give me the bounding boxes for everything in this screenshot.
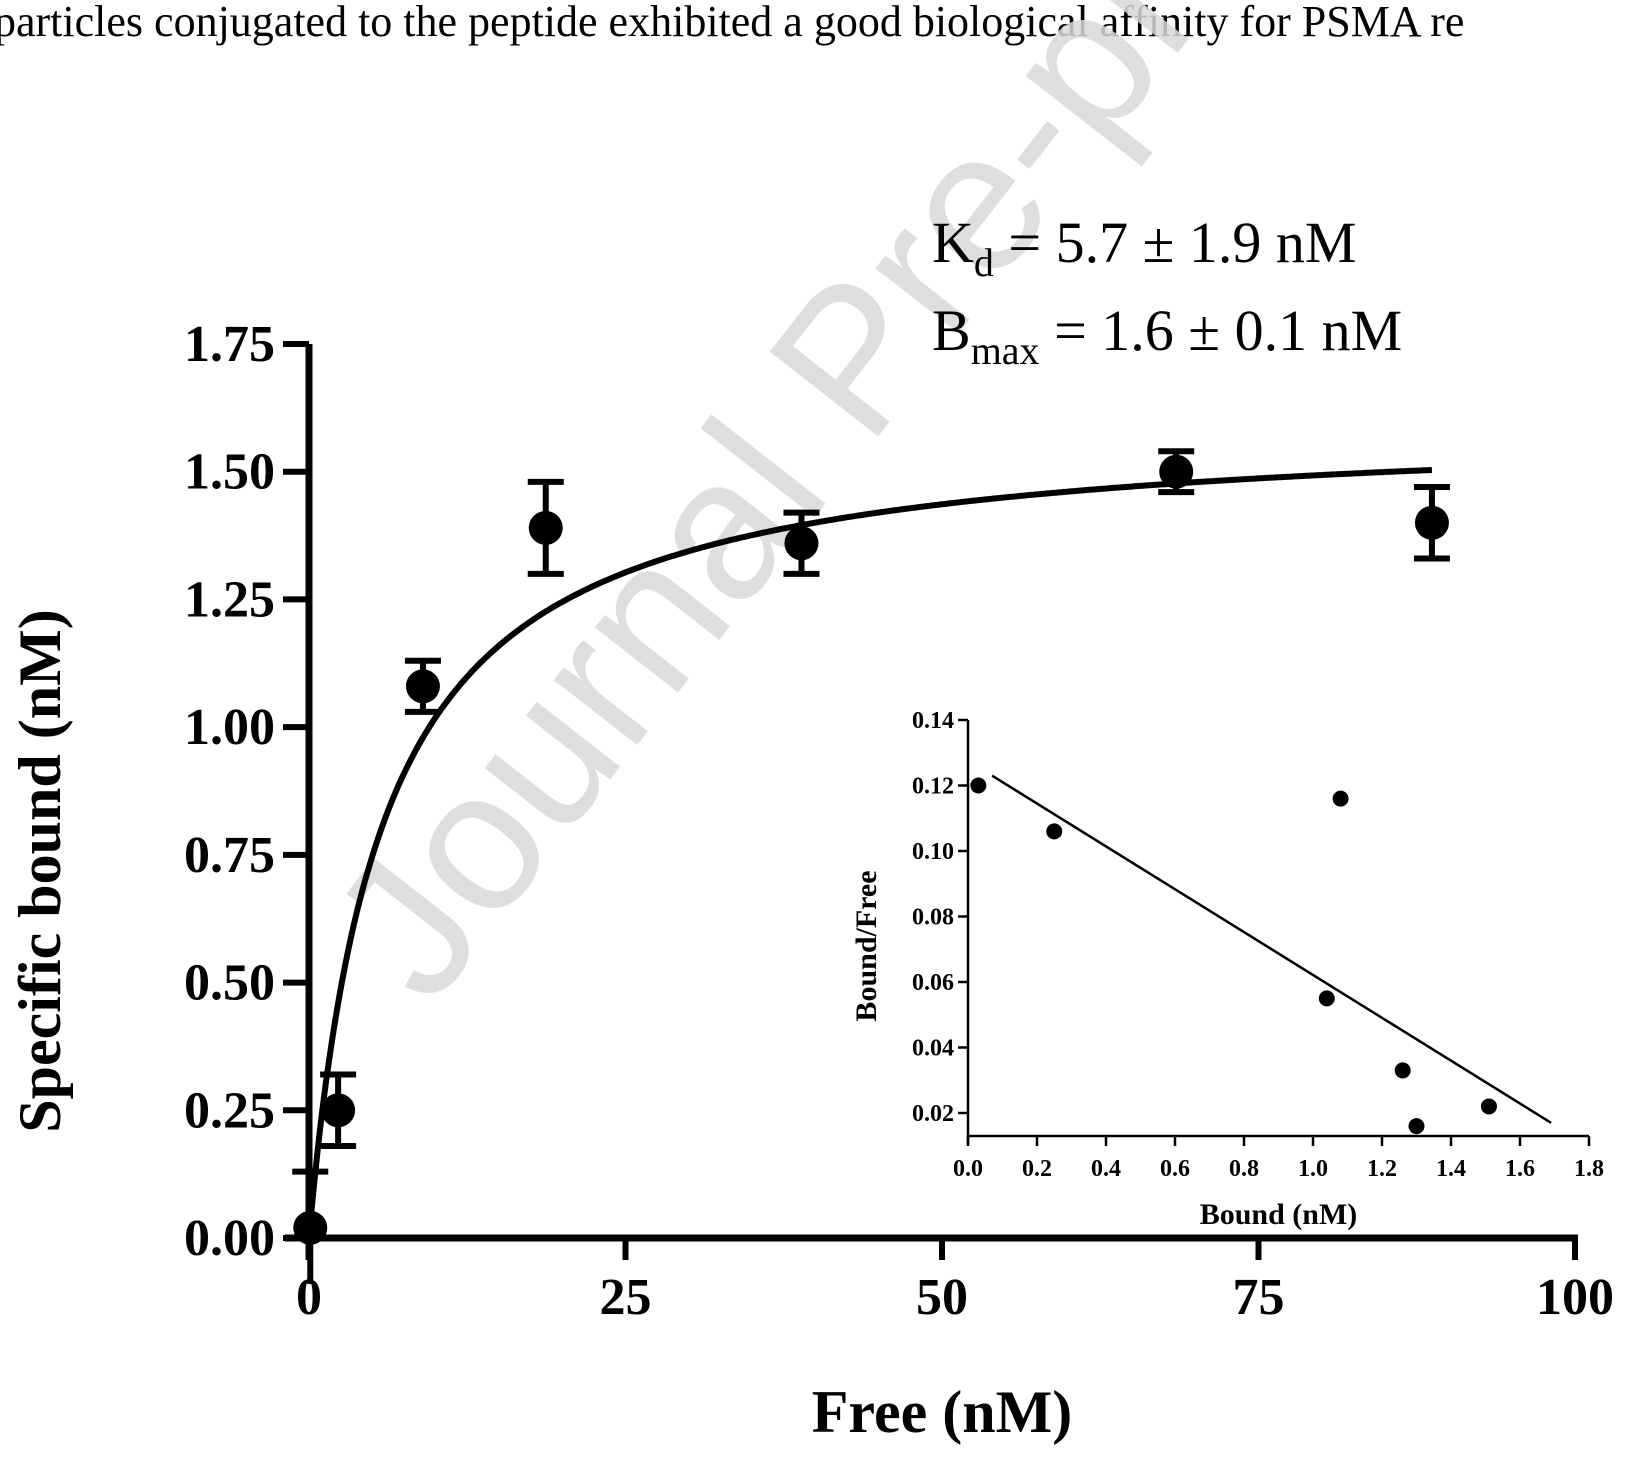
header-text: particles conjugated to the peptide exhi…: [0, 0, 1464, 46]
main-chart: 0.000.250.500.751.001.251.501.750 25 50 75 1…: [7, 316, 1614, 1445]
main-x-tick-label: 100: [1536, 1269, 1614, 1326]
inset-x-tick-label: 0.0: [953, 1156, 983, 1182]
main-y-tick-label: 1.25: [184, 571, 275, 628]
inset-y-tick-label: 0.14: [912, 708, 954, 734]
main-data-point: [527, 478, 564, 577]
inset-y-tick-label: 0.12: [912, 774, 954, 800]
inset-data-marker: [1408, 1118, 1425, 1135]
main-data-point: [1158, 448, 1195, 496]
inset-chart: 0.02 0.04 0.06 0.08 0.10 0.12 0.14 0.0 0.2 0.4 0.6…: [850, 708, 1604, 1231]
kd-label: K: [932, 210, 974, 275]
inset-data-marker: [1480, 1098, 1497, 1115]
inset-y-tick-label: 0.02: [912, 1101, 954, 1127]
main-y-tick-label: 0.00: [184, 1210, 275, 1267]
main-data-marker: [528, 510, 563, 545]
inset-y-axis-title: Bound/Free: [850, 870, 883, 1021]
inset-x-tick-label: 0.2: [1022, 1156, 1052, 1182]
bmax-subscript: max: [971, 328, 1040, 373]
main-x-tick-label: 25: [600, 1269, 652, 1326]
inset-axes: 0.02 0.04 0.06 0.08 0.10 0.12 0.14 0.0 0.2 0.4 0.6…: [912, 708, 1604, 1182]
inset-x-tick-label: 1.2: [1367, 1156, 1397, 1182]
inset-fit-path: [991, 774, 1552, 1124]
main-y-axis-title: Specific bound (nM): [7, 609, 73, 1132]
inset-x-axis-title: Bound (nM): [1200, 1198, 1358, 1231]
main-y-tick-label: 1.75: [184, 316, 275, 373]
inset-data-marker: [1394, 1062, 1411, 1079]
inset-y-tick-label: 0.04: [912, 1036, 954, 1062]
main-fit-path: [306, 467, 1433, 1239]
main-data-marker: [784, 526, 819, 561]
inset-x-tick-label: 0.6: [1160, 1156, 1190, 1182]
main-axes: 0.000.250.500.751.001.251.501.750 25 50 75 1…: [184, 316, 1614, 1326]
main-y-tick-label: 1.00: [184, 699, 275, 756]
main-data-point: [292, 1168, 329, 1284]
inset-data-marker: [970, 777, 987, 794]
inset-x-tick-label: 1.6: [1505, 1156, 1535, 1182]
inset-data-marker: [1332, 790, 1349, 807]
inset-y-tick-label: 0.08: [912, 905, 954, 931]
inset-data-points: [970, 777, 1497, 1135]
inset-data-marker: [1318, 990, 1335, 1007]
inset-data-marker: [1046, 823, 1063, 840]
bmax-value: = 1.6 ± 0.1 nM: [1040, 298, 1403, 363]
main-x-tick-label: 50: [916, 1269, 968, 1326]
inset-x-tick-label: 0.4: [1091, 1156, 1121, 1182]
svg-text:Kd = 5.7 ± 1.9 nM: Kd = 5.7 ± 1.9 nM: [932, 210, 1357, 285]
main-data-marker: [1414, 505, 1449, 540]
kd-value: = 5.7 ± 1.9 nM: [994, 210, 1357, 275]
main-data-marker: [405, 669, 440, 704]
main-data-point: [783, 509, 820, 577]
main-y-tick-label: 1.50: [184, 444, 275, 501]
main-y-tick-label: 0.75: [184, 827, 275, 884]
main-data-point: [320, 1071, 357, 1150]
annotation-kd: Kd = 5.7 ± 1.9 nM: [932, 210, 1357, 285]
inset-y-tick-label: 0.10: [912, 839, 954, 865]
inset-x-tick-label: 1.8: [1574, 1156, 1604, 1182]
inset-x-tick-label: 1.4: [1436, 1156, 1466, 1182]
inset-y-tick-label: 0.06: [912, 970, 954, 996]
main-y-tick-label: 0.25: [184, 1082, 275, 1139]
inset-x-tick-label: 1.0: [1298, 1156, 1328, 1182]
main-x-axis-title: Free (nM): [812, 1379, 1072, 1445]
inset-fit-line: [991, 774, 1552, 1124]
inset-x-tick-label: 0.8: [1229, 1156, 1259, 1182]
main-data-points: [292, 448, 1450, 1284]
main-x-tick-label: 75: [1233, 1269, 1285, 1326]
svg-text:Bmax = 1.6 ± 0.1 nM: Bmax = 1.6 ± 0.1 nM: [932, 298, 1402, 373]
main-fit-curve: [306, 467, 1433, 1239]
main-data-point: [1413, 484, 1450, 562]
main-y-tick-label: 0.50: [184, 955, 275, 1012]
main-data-marker: [293, 1210, 328, 1245]
main-data-marker: [1159, 454, 1194, 489]
kd-subscript: d: [974, 240, 994, 285]
main-data-marker: [321, 1093, 356, 1128]
annotation-bmax: Bmax = 1.6 ± 0.1 nM: [932, 298, 1402, 373]
main-data-point: [404, 657, 441, 715]
bmax-label: B: [932, 298, 971, 363]
